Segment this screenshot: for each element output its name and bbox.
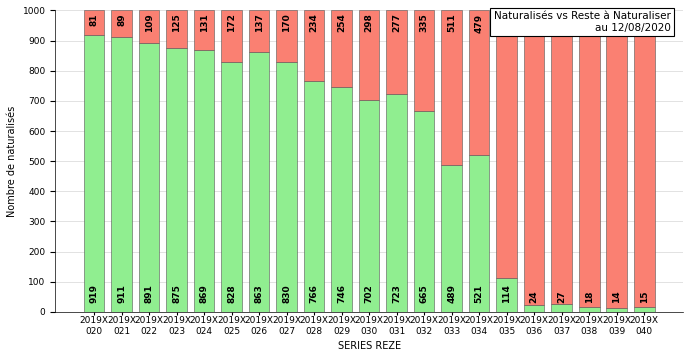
Bar (551, 304, 572, 312)
Text: 170: 170 (282, 14, 291, 32)
Y-axis label: Nombre de naturalisés: Nombre de naturalisés (7, 106, 17, 217)
Text: 702: 702 (364, 284, 374, 303)
Bar (83, 10, 104, 35)
Text: 172: 172 (227, 14, 236, 32)
Bar (83, 35, 104, 312)
Text: 985: 985 (640, 14, 649, 32)
Text: 766: 766 (310, 284, 319, 303)
Text: 886: 886 (502, 14, 511, 32)
Text: 277: 277 (392, 14, 401, 33)
Bar (194, 50, 215, 312)
Text: 976: 976 (530, 14, 539, 33)
Bar (276, 10, 297, 62)
Bar (304, 10, 324, 81)
Text: 109: 109 (145, 14, 154, 32)
Bar (469, 155, 489, 312)
Text: 114: 114 (502, 284, 511, 303)
Text: 875: 875 (172, 284, 181, 303)
Text: 828: 828 (227, 284, 236, 303)
Text: 919: 919 (90, 284, 99, 303)
Text: 335: 335 (420, 14, 428, 32)
Bar (634, 308, 655, 312)
Bar (414, 10, 435, 111)
Bar (551, 10, 572, 304)
Text: 911: 911 (117, 284, 126, 303)
Bar (442, 10, 462, 165)
Bar (331, 87, 352, 312)
Text: 131: 131 (199, 14, 208, 32)
Bar (496, 277, 517, 312)
Bar (221, 10, 242, 62)
Text: 973: 973 (558, 14, 566, 33)
Bar (331, 10, 352, 87)
Text: 489: 489 (447, 284, 456, 303)
Bar (607, 308, 627, 312)
Bar (249, 10, 269, 52)
Bar (524, 305, 544, 312)
Text: 986: 986 (612, 14, 621, 32)
Text: 665: 665 (420, 284, 428, 303)
Bar (249, 52, 269, 312)
Text: 254: 254 (337, 14, 346, 32)
Bar (276, 62, 297, 312)
Bar (166, 10, 187, 48)
Text: 14: 14 (612, 290, 621, 303)
Text: 869: 869 (199, 284, 208, 303)
Bar (194, 10, 215, 50)
Text: 298: 298 (364, 14, 374, 32)
Text: 89: 89 (117, 14, 126, 26)
Text: 723: 723 (392, 284, 401, 303)
Text: 511: 511 (447, 14, 456, 32)
Bar (442, 165, 462, 312)
Bar (414, 111, 435, 312)
Bar (579, 10, 600, 306)
Bar (579, 306, 600, 312)
Text: 24: 24 (530, 290, 539, 303)
Text: 234: 234 (310, 14, 319, 32)
Text: 125: 125 (172, 14, 181, 32)
X-axis label: SERIES REZE: SERIES REZE (337, 341, 401, 351)
Text: 746: 746 (337, 284, 346, 303)
Text: 830: 830 (282, 284, 291, 303)
Bar (139, 43, 159, 312)
Bar (166, 48, 187, 312)
Bar (111, 37, 132, 312)
Text: 479: 479 (475, 14, 484, 33)
Bar (469, 10, 489, 155)
Bar (359, 100, 380, 312)
Text: 863: 863 (255, 284, 264, 303)
Bar (111, 10, 132, 37)
Text: 15: 15 (640, 290, 649, 303)
Text: Naturalisés vs Reste à Naturaliser
au 12/08/2020: Naturalisés vs Reste à Naturaliser au 12… (493, 11, 671, 33)
Bar (634, 10, 655, 308)
Bar (386, 94, 407, 312)
Bar (304, 81, 324, 312)
Bar (386, 10, 407, 94)
Text: 891: 891 (145, 284, 154, 303)
Text: 521: 521 (475, 284, 484, 303)
Bar (607, 10, 627, 308)
Text: 18: 18 (584, 290, 593, 303)
Bar (139, 10, 159, 43)
Bar (524, 10, 544, 305)
Bar (359, 10, 380, 100)
Text: 81: 81 (90, 14, 99, 26)
Text: 27: 27 (558, 290, 566, 303)
Text: 982: 982 (584, 14, 593, 32)
Text: 137: 137 (255, 14, 264, 32)
Bar (221, 62, 242, 312)
Bar (496, 10, 517, 277)
